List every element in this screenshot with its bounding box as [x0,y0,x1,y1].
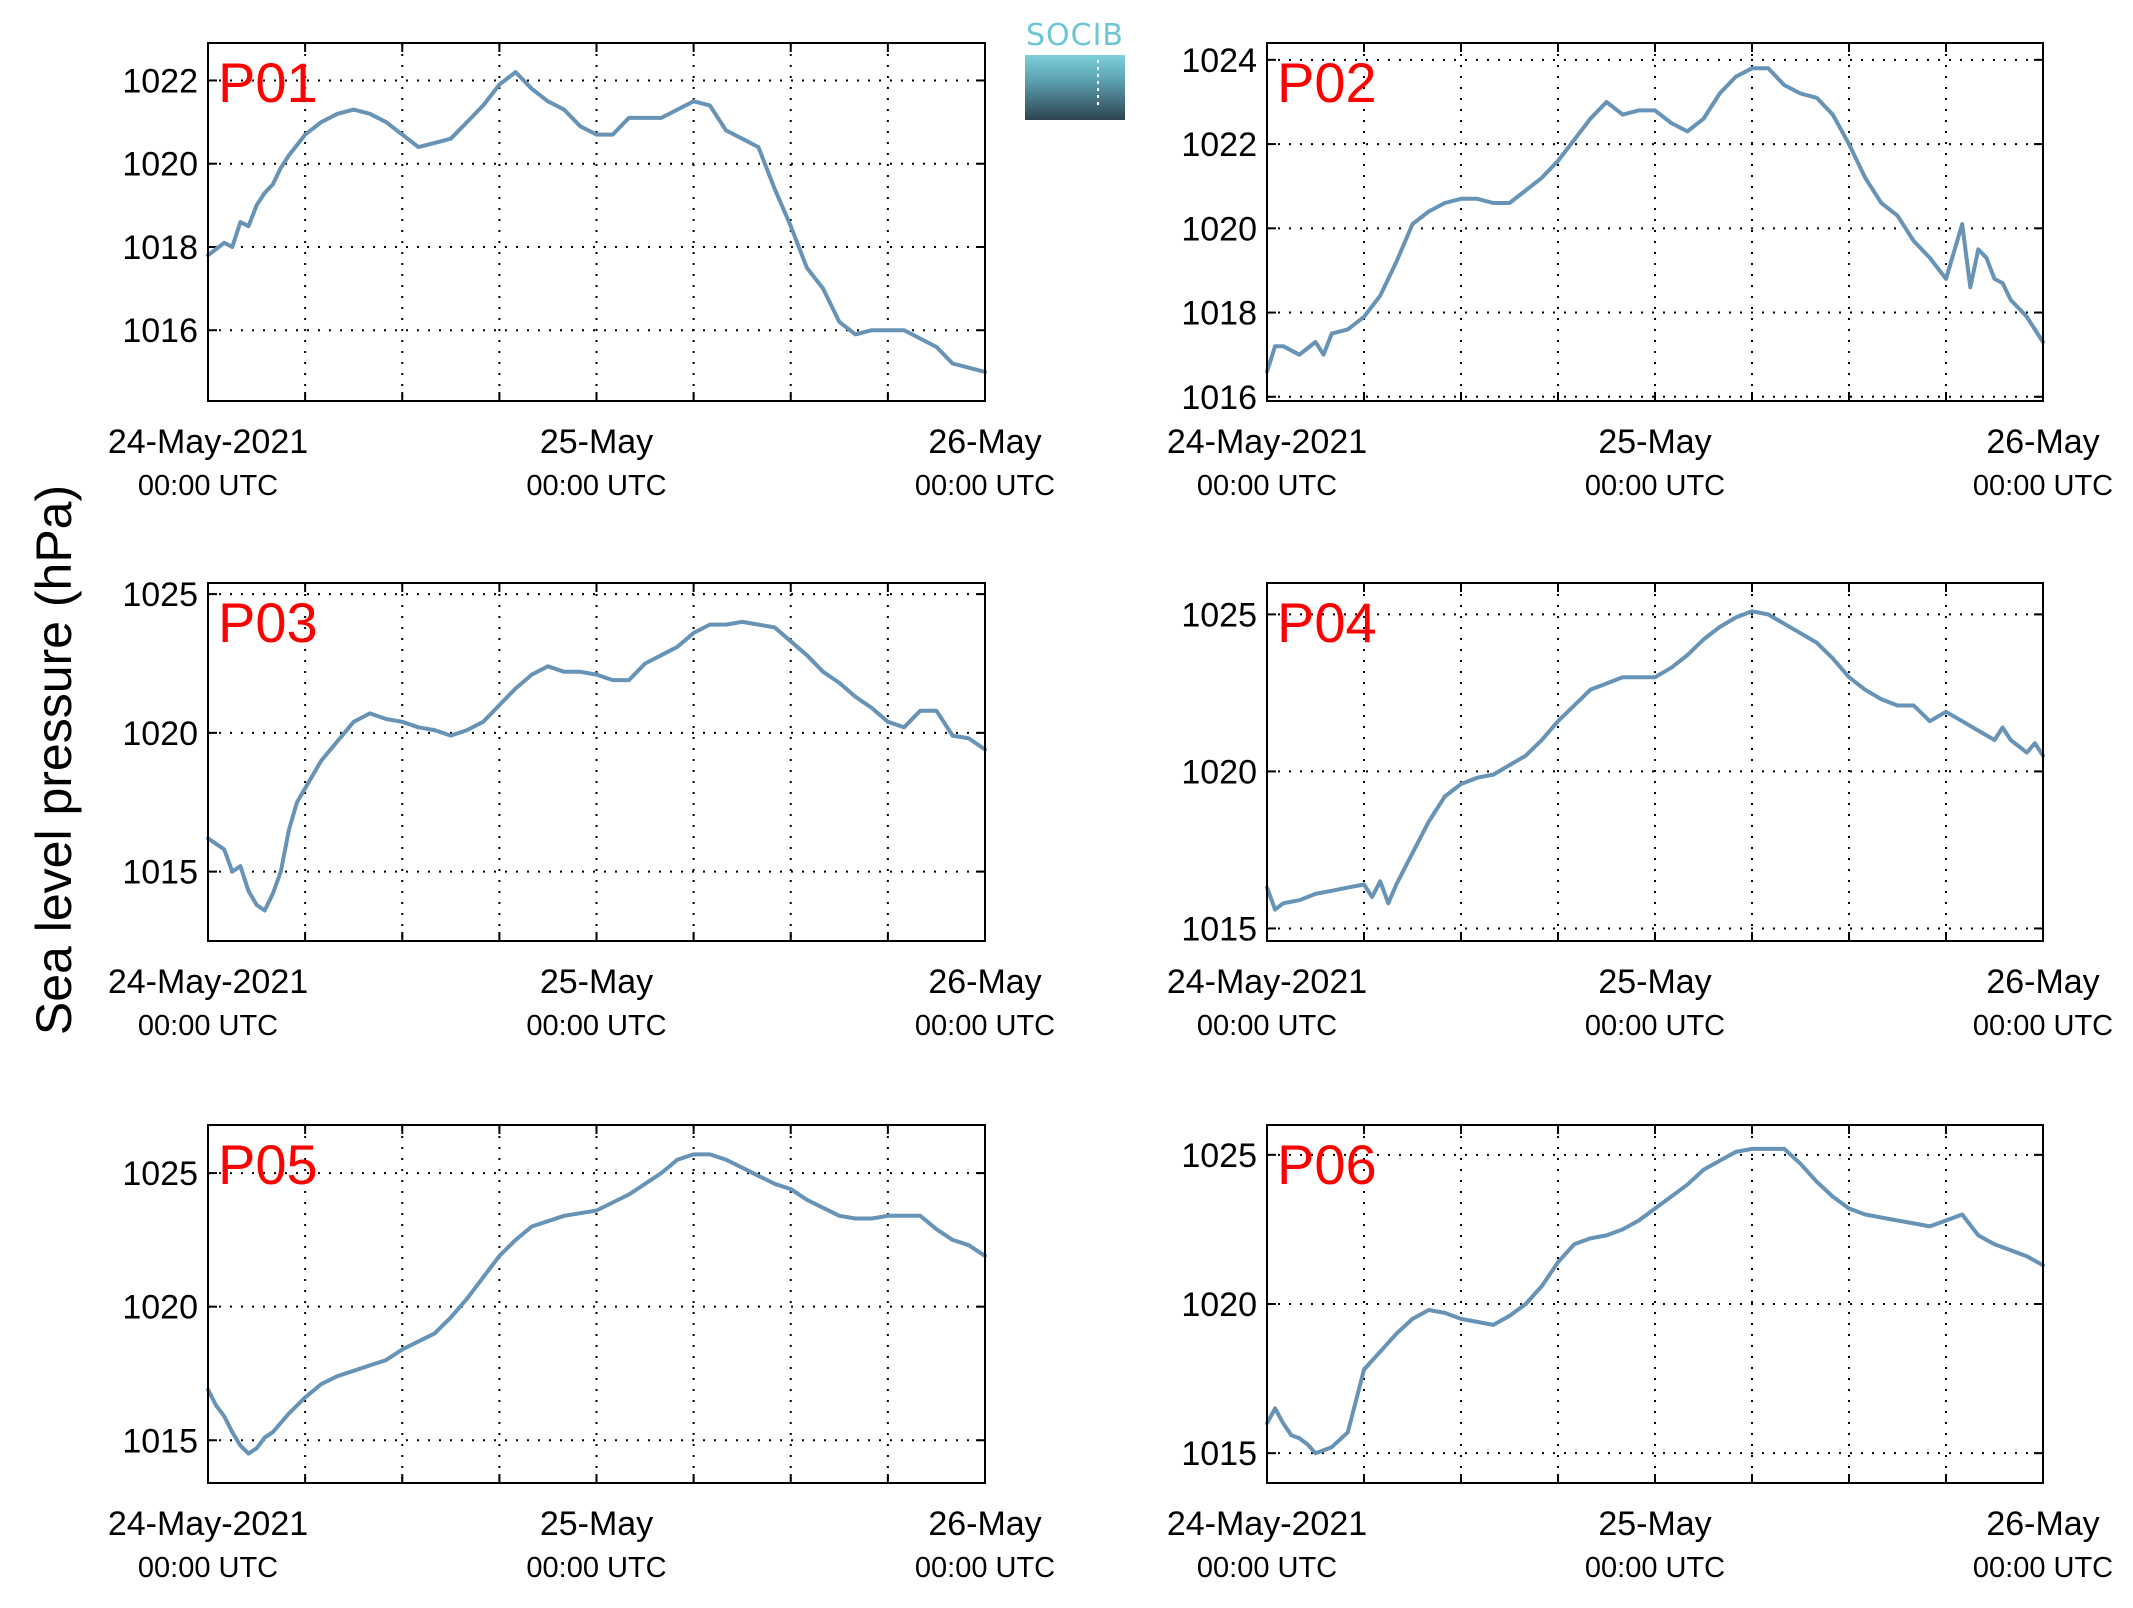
panel-p02: 1016 1018 1020 1022 1024 24-May-2021 00:00 UTC… [1167,42,2113,502]
y-tick-label: 1020 [1181,753,1257,791]
x-tick-sublabel: 00:00 UTC [1585,1010,1725,1042]
y-tick-label: 1015 [1181,910,1257,948]
y-axis-label: Sea level pressure (hPa) [26,485,82,1035]
y-tick-label: 1025 [1181,1137,1257,1175]
x-tick-label: 26-May [1986,423,2099,461]
x-tick-label: 25-May [540,423,653,461]
x-tick-sublabel: 00:00 UTC [526,470,666,502]
x-tick-sublabel: 00:00 UTC [915,470,1055,502]
y-tick-label: 1015 [1181,1435,1257,1473]
x-tick-label: 25-May [1598,1505,1711,1543]
y-tick-label: 1025 [122,1155,198,1193]
y-tick-label: 1022 [122,62,198,100]
panel-p01: 1016 1018 1020 1022 24-May-2021 00:00 UTC 25-M… [108,42,1055,502]
pressure-line [1265,66,2045,374]
socib-logo: SOCIB [1025,18,1125,120]
x-tick-label: 25-May [1598,423,1711,461]
y-tick-label: 1018 [122,229,198,267]
panel-label: P04 [1277,591,1377,654]
x-tick-sublabel: 00:00 UTC [915,1010,1055,1042]
x-tick-sublabel: 00:00 UTC [1585,470,1725,502]
panel-p04: 1015 1020 1025 24-May-2021 00:00 UTC 25-May 00… [1167,582,2113,1042]
pressure-line [1265,1146,2045,1456]
panel-p03: 1015 1020 1025 24-May-2021 00:00 UTC 25-May 00… [108,576,1055,1042]
y-tick-label: 1020 [1181,1286,1257,1324]
y-tick-label: 1016 [1181,379,1257,417]
x-tick-sublabel: 00:00 UTC [1197,470,1337,502]
x-tick-label: 26-May [1986,1505,2099,1543]
axes-frame [207,42,986,402]
x-tick-label: 26-May [928,423,1041,461]
x-tick-label: 26-May [1986,963,2099,1001]
pressure-line [206,619,987,913]
x-tick-label: 26-May [928,963,1041,1001]
axes-frame [207,1124,986,1484]
x-tick-label: 24-May-2021 [1167,423,1367,461]
y-tick-label: 1020 [122,715,198,753]
axes-frame [207,582,986,942]
panel-label: P01 [218,51,318,114]
y-tick-label: 1015 [122,854,198,892]
x-tick-sublabel: 00:00 UTC [1973,1552,2113,1584]
x-tick-label: 24-May-2021 [1167,963,1367,1001]
y-tick-label: 1020 [1181,210,1257,248]
x-tick-sublabel: 00:00 UTC [138,1552,278,1584]
y-tick-label: 1025 [122,576,198,614]
axes-frame [1266,42,2044,402]
pressure-line [206,1152,987,1456]
y-tick-label: 1016 [122,312,198,350]
logo-text: SOCIB [1026,18,1124,53]
panel-label: P03 [218,591,318,654]
x-tick-label: 25-May [1598,963,1711,1001]
y-tick-label: 1024 [1181,42,1257,80]
y-tick-label: 1015 [122,1422,198,1460]
x-tick-sublabel: 00:00 UTC [1973,1010,2113,1042]
x-tick-label: 24-May-2021 [108,963,308,1001]
x-tick-label: 25-May [540,1505,653,1543]
x-tick-sublabel: 00:00 UTC [1197,1010,1337,1042]
x-tick-sublabel: 00:00 UTC [1197,1552,1337,1584]
panel-label: P02 [1277,51,1377,114]
x-tick-sublabel: 00:00 UTC [138,470,278,502]
y-tick-label: 1020 [122,146,198,184]
x-tick-sublabel: 00:00 UTC [1973,470,2113,502]
x-tick-label: 26-May [928,1505,1041,1543]
x-tick-label: 24-May-2021 [108,423,308,461]
x-tick-sublabel: 00:00 UTC [1585,1552,1725,1584]
axes-frame [1266,582,2044,942]
x-tick-sublabel: 00:00 UTC [526,1552,666,1584]
y-tick-label: 1018 [1181,295,1257,333]
pressure-line [206,70,987,374]
x-tick-label: 24-May-2021 [108,1505,308,1543]
panel-p05: 1015 1020 1025 24-May-2021 00:00 UTC 25-May 00… [108,1124,1055,1584]
x-tick-sublabel: 00:00 UTC [915,1552,1055,1584]
y-tick-label: 1025 [1181,596,1257,634]
pressure-line [1265,609,2045,912]
x-tick-label: 24-May-2021 [1167,1505,1367,1543]
y-tick-label: 1020 [122,1289,198,1327]
panel-label: P05 [218,1133,318,1196]
x-tick-sublabel: 00:00 UTC [138,1010,278,1042]
y-tick-label: 1022 [1181,126,1257,164]
axes-frame [1266,1124,2044,1484]
x-tick-sublabel: 00:00 UTC [526,1010,666,1042]
panel-label: P06 [1277,1133,1377,1196]
panels: 1016 1018 1020 1022 24-May-2021 00:00 UTC 25-M… [108,42,2113,1584]
x-tick-label: 25-May [540,963,653,1001]
panel-p06: 1015 1020 1025 24-May-2021 00:00 UTC 25-May 00… [1167,1124,2113,1584]
